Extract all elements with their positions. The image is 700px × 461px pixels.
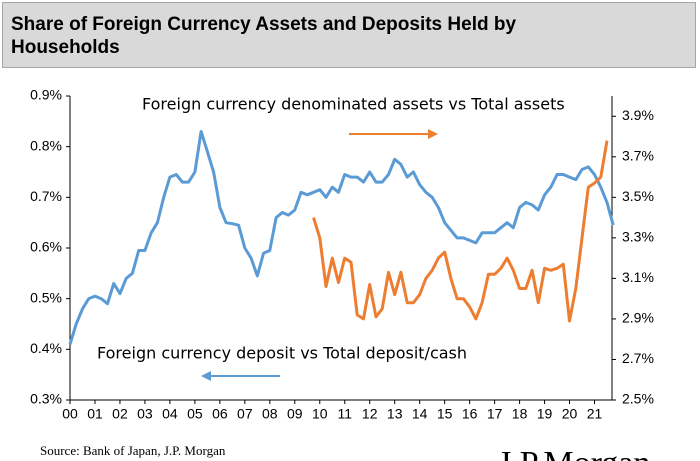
x-tick-label: 06 [212, 406, 228, 422]
x-tick-label: 02 [112, 406, 128, 422]
x-tick-label: 13 [387, 406, 403, 422]
arrow-head [201, 371, 211, 381]
x-tick-label: 19 [537, 406, 553, 422]
series-line [312, 140, 609, 323]
title-bar: Share of Foreign Currency Assets and Dep… [2, 2, 696, 68]
annotation: Foreign currency deposit vs Total deposi… [97, 344, 467, 363]
y-tick-label: 0.7% [30, 188, 62, 204]
y2-tick-label: 3.5% [622, 188, 654, 204]
arrow-head [428, 129, 438, 139]
y-tick-label: 0.5% [30, 289, 62, 305]
x-tick-label: 12 [362, 406, 378, 422]
x-tick-label: 00 [62, 406, 78, 422]
x-tick-label: 01 [87, 406, 103, 422]
annotation: Foreign currency denominated assets vs T… [142, 95, 565, 114]
x-tick-label: 04 [162, 406, 178, 422]
x-tick-label: 03 [137, 406, 153, 422]
logo: J.P.Morgan [498, 445, 650, 461]
y-tick-label: 0.6% [30, 239, 62, 255]
y-tick-label: 0.9% [30, 87, 62, 103]
x-tick-label: 09 [287, 406, 303, 422]
y2-tick-label: 3.9% [622, 107, 654, 123]
y-tick-label: 0.8% [30, 137, 62, 153]
y-tick-label: 0.4% [30, 340, 62, 356]
source: Source: Bank of Japan, J.P. Morgan [40, 443, 226, 458]
series-line [68, 130, 615, 345]
x-tick-label: 07 [237, 406, 253, 422]
x-tick-label: 20 [562, 406, 578, 422]
x-tick-label: 18 [512, 406, 528, 422]
x-tick-label: 05 [187, 406, 203, 422]
y2-tick-label: 3.1% [622, 269, 654, 285]
y2-tick-label: 2.9% [622, 310, 654, 326]
x-tick-label: 16 [462, 406, 478, 422]
x-tick-label: 21 [587, 406, 603, 422]
y2-tick-label: 2.5% [622, 391, 654, 407]
x-tick-label: 14 [412, 406, 428, 422]
x-tick-label: 08 [262, 406, 278, 422]
y2-tick-label: 3.7% [622, 148, 654, 164]
x-tick-label: 11 [337, 406, 352, 422]
y2-tick-label: 2.7% [622, 350, 654, 366]
y-tick-label: 0.3% [30, 391, 62, 407]
x-tick-label: 15 [437, 406, 453, 422]
chart-title: Share of Foreign Currency Assets and Dep… [11, 14, 517, 58]
y2-tick-label: 3.3% [622, 229, 654, 245]
x-tick-label: 10 [312, 406, 328, 422]
x-tick-label: 17 [487, 406, 503, 422]
